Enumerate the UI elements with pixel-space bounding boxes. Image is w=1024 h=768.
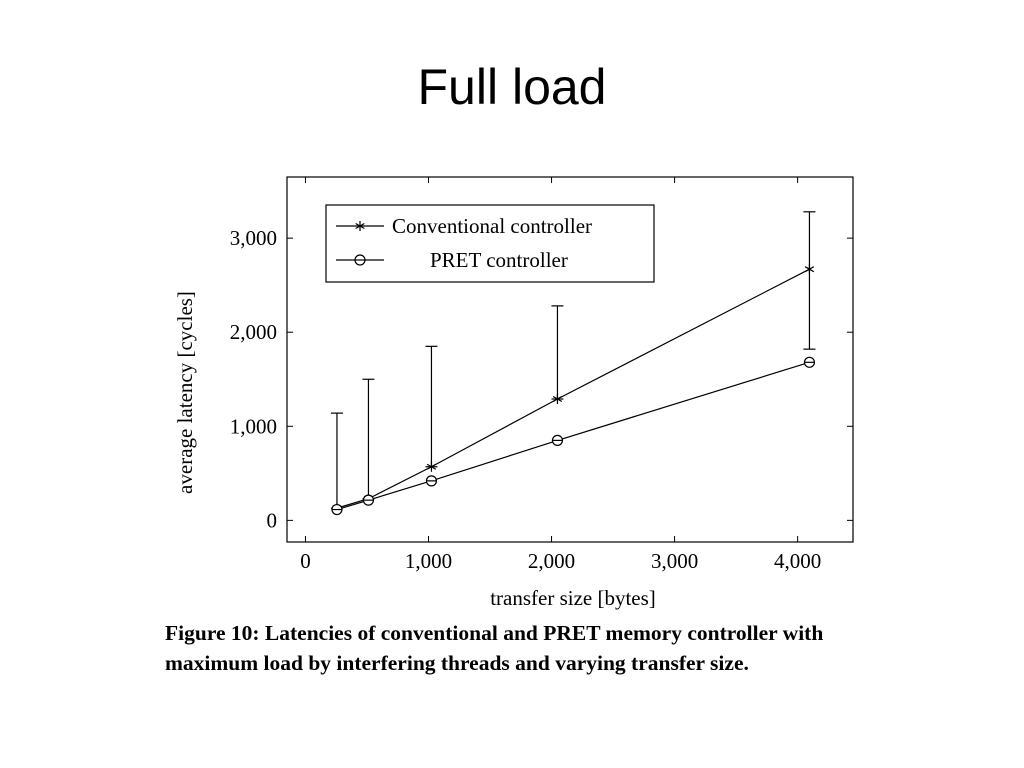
x-tick-label: 0: [300, 549, 311, 573]
legend-marker-pret: [354, 254, 366, 266]
data-point-pret: [425, 475, 438, 487]
data-point-conventional: [804, 264, 815, 275]
legend-marker-conventional: [355, 221, 365, 231]
x-tick-label: 4,000: [774, 549, 821, 573]
legend-label-conventional: Conventional controller: [392, 214, 592, 238]
data-point-conventional: [426, 461, 437, 472]
data-point-conventional: [552, 394, 563, 405]
legend-label-pret: PRET controller: [430, 248, 568, 272]
series-line-conventional: [336, 268, 810, 509]
y-tick-label: 2,000: [230, 320, 277, 344]
y-tick-label: 0: [267, 508, 278, 532]
legend-box: [325, 204, 655, 283]
x-axis-label: transfer size [bytes]: [490, 586, 656, 610]
series-line-pret: [336, 361, 810, 511]
slide-title: Full load: [417, 59, 607, 115]
y-axis-label: average latency [cycles]: [173, 291, 197, 494]
x-tick-label: 2,000: [528, 549, 575, 573]
data-point-pret: [331, 503, 343, 516]
plot-frame: [286, 176, 854, 543]
figure-caption: Figure 10: Latencies of conventional and…: [165, 621, 824, 675]
data-point-pret: [803, 356, 816, 368]
y-tick-label: 1,000: [230, 414, 277, 438]
x-tick-label: 1,000: [405, 549, 452, 573]
y-tick-label: 3,000: [230, 226, 277, 250]
data-point-pret: [362, 494, 375, 506]
data-point-pret: [551, 434, 564, 447]
x-tick-label: 3,000: [651, 549, 698, 573]
